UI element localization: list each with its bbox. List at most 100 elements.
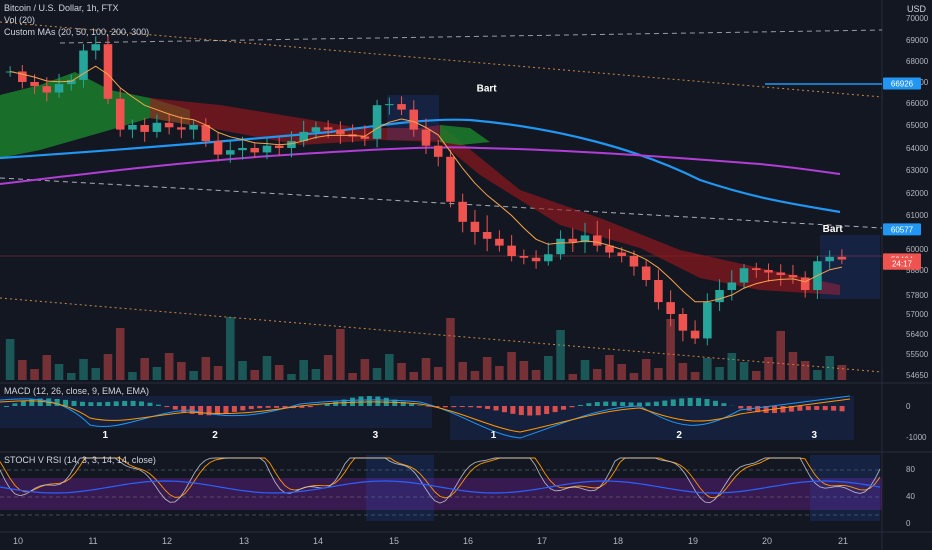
macd-hist-bar <box>696 398 702 406</box>
macd-tick-label: 0 <box>906 402 911 411</box>
x-tick-label: 18 <box>613 536 623 546</box>
volume-bar <box>519 361 529 380</box>
volume-bar <box>556 330 565 380</box>
candle-body <box>715 290 724 303</box>
stoch-tick-label: 80 <box>906 465 915 474</box>
annotation-bart: Bart <box>823 224 844 235</box>
candle-body <box>617 252 626 256</box>
ribbon-red <box>150 98 840 295</box>
ribbon-green-mid <box>440 125 490 145</box>
macd-hist-bar <box>805 406 811 411</box>
macd-wave-label: 2 <box>676 430 682 441</box>
volume-bar <box>482 357 492 380</box>
macd-hist-bar <box>333 401 339 406</box>
candle-body <box>568 238 578 243</box>
ribbon-green-left <box>0 72 190 158</box>
trendline-middle <box>0 177 883 229</box>
candle-body <box>323 127 333 130</box>
price-tick-label: 56400 <box>906 330 929 339</box>
price-tick-label: 58800 <box>906 266 929 275</box>
price-label-box <box>883 223 921 236</box>
volume-bar <box>776 331 786 380</box>
macd-hist-bar <box>527 406 533 416</box>
candle-body <box>727 282 737 290</box>
macd-hist-bar <box>704 399 710 406</box>
x-tick-label: 15 <box>389 536 399 546</box>
macd-hist-bar <box>518 406 524 416</box>
x-tick-label: 14 <box>313 536 323 546</box>
volume-bar <box>654 368 663 380</box>
macd-hist-bar <box>409 403 415 406</box>
stoch-tick-label: 0 <box>906 519 911 528</box>
candle-body <box>837 256 847 260</box>
macd-hist-bar <box>366 396 372 406</box>
volume-bar <box>66 373 76 380</box>
candle-body <box>152 122 162 132</box>
candle-body <box>703 302 712 339</box>
price-tick-label: 63000 <box>906 166 929 175</box>
candle-body <box>409 109 419 130</box>
candle-body <box>458 201 467 222</box>
macd-hist-bar <box>831 406 837 411</box>
candle-body <box>336 129 345 135</box>
candle-body <box>274 145 284 148</box>
macd-hist-bar <box>282 406 288 408</box>
candle-body <box>751 268 761 270</box>
stoch-vrsi-line <box>0 480 881 494</box>
stoch-d-line <box>0 457 881 499</box>
volume-bar <box>605 355 614 380</box>
macd-hist-bar <box>248 406 254 410</box>
volume-bar <box>495 366 504 380</box>
macd-hist-bar <box>561 406 567 410</box>
macd-hist-bar <box>434 406 440 408</box>
volume-bar <box>5 339 15 380</box>
volume-bar <box>715 367 724 380</box>
volume-bar <box>128 372 137 380</box>
volume-bar <box>262 356 272 380</box>
volume-bar <box>531 370 541 380</box>
macd-wave-label: 1 <box>102 430 108 441</box>
macd-hist-bar <box>147 402 153 406</box>
macd-hist-bar <box>400 401 406 406</box>
macd-hist-bar <box>299 406 305 408</box>
macd-hist-bar <box>780 406 786 413</box>
volume-bar <box>164 353 174 380</box>
volume-bar <box>592 369 602 380</box>
macd-legend: MACD (12, 26, close, 9, EMA, EMA) <box>4 386 150 396</box>
macd-hist-bar <box>645 402 651 406</box>
candle-body <box>311 127 321 132</box>
macd-hist-bar <box>637 402 642 406</box>
volume-legend: Vol (20) <box>4 15 36 25</box>
price-tick-label: 70000 <box>906 14 929 23</box>
macd-hist-bar <box>113 401 119 406</box>
price-tick-label: 61000 <box>906 211 929 220</box>
x-tick-label: 10 <box>13 536 23 546</box>
candle-body <box>18 71 27 82</box>
volume-bar <box>311 369 321 380</box>
price-tick-label: 54650 <box>906 371 929 380</box>
candle-body <box>666 302 675 314</box>
macd-hist-bar <box>71 400 77 406</box>
candle-body <box>299 131 308 142</box>
macd-hist-bar <box>653 401 659 406</box>
candle-body <box>592 235 602 246</box>
volume-bar <box>30 369 39 380</box>
candle-body <box>397 104 406 110</box>
volume-bar <box>703 358 712 380</box>
volume-bar <box>617 364 626 380</box>
macd-hist-bar <box>189 406 195 414</box>
candle-body <box>519 256 529 258</box>
macd-hist-bar <box>206 406 212 416</box>
macd-hist-bar <box>451 406 457 408</box>
volume-bar <box>458 362 467 380</box>
macd-hist-bar <box>4 406 9 407</box>
x-tick-label: 20 <box>762 536 772 546</box>
candle-body <box>641 266 651 280</box>
volume-bar <box>678 363 688 380</box>
macd-hist-bar <box>63 399 69 406</box>
macd-line <box>0 395 851 439</box>
volume-bar <box>788 352 798 380</box>
volume-bar <box>837 365 847 380</box>
candle-body <box>580 235 590 243</box>
